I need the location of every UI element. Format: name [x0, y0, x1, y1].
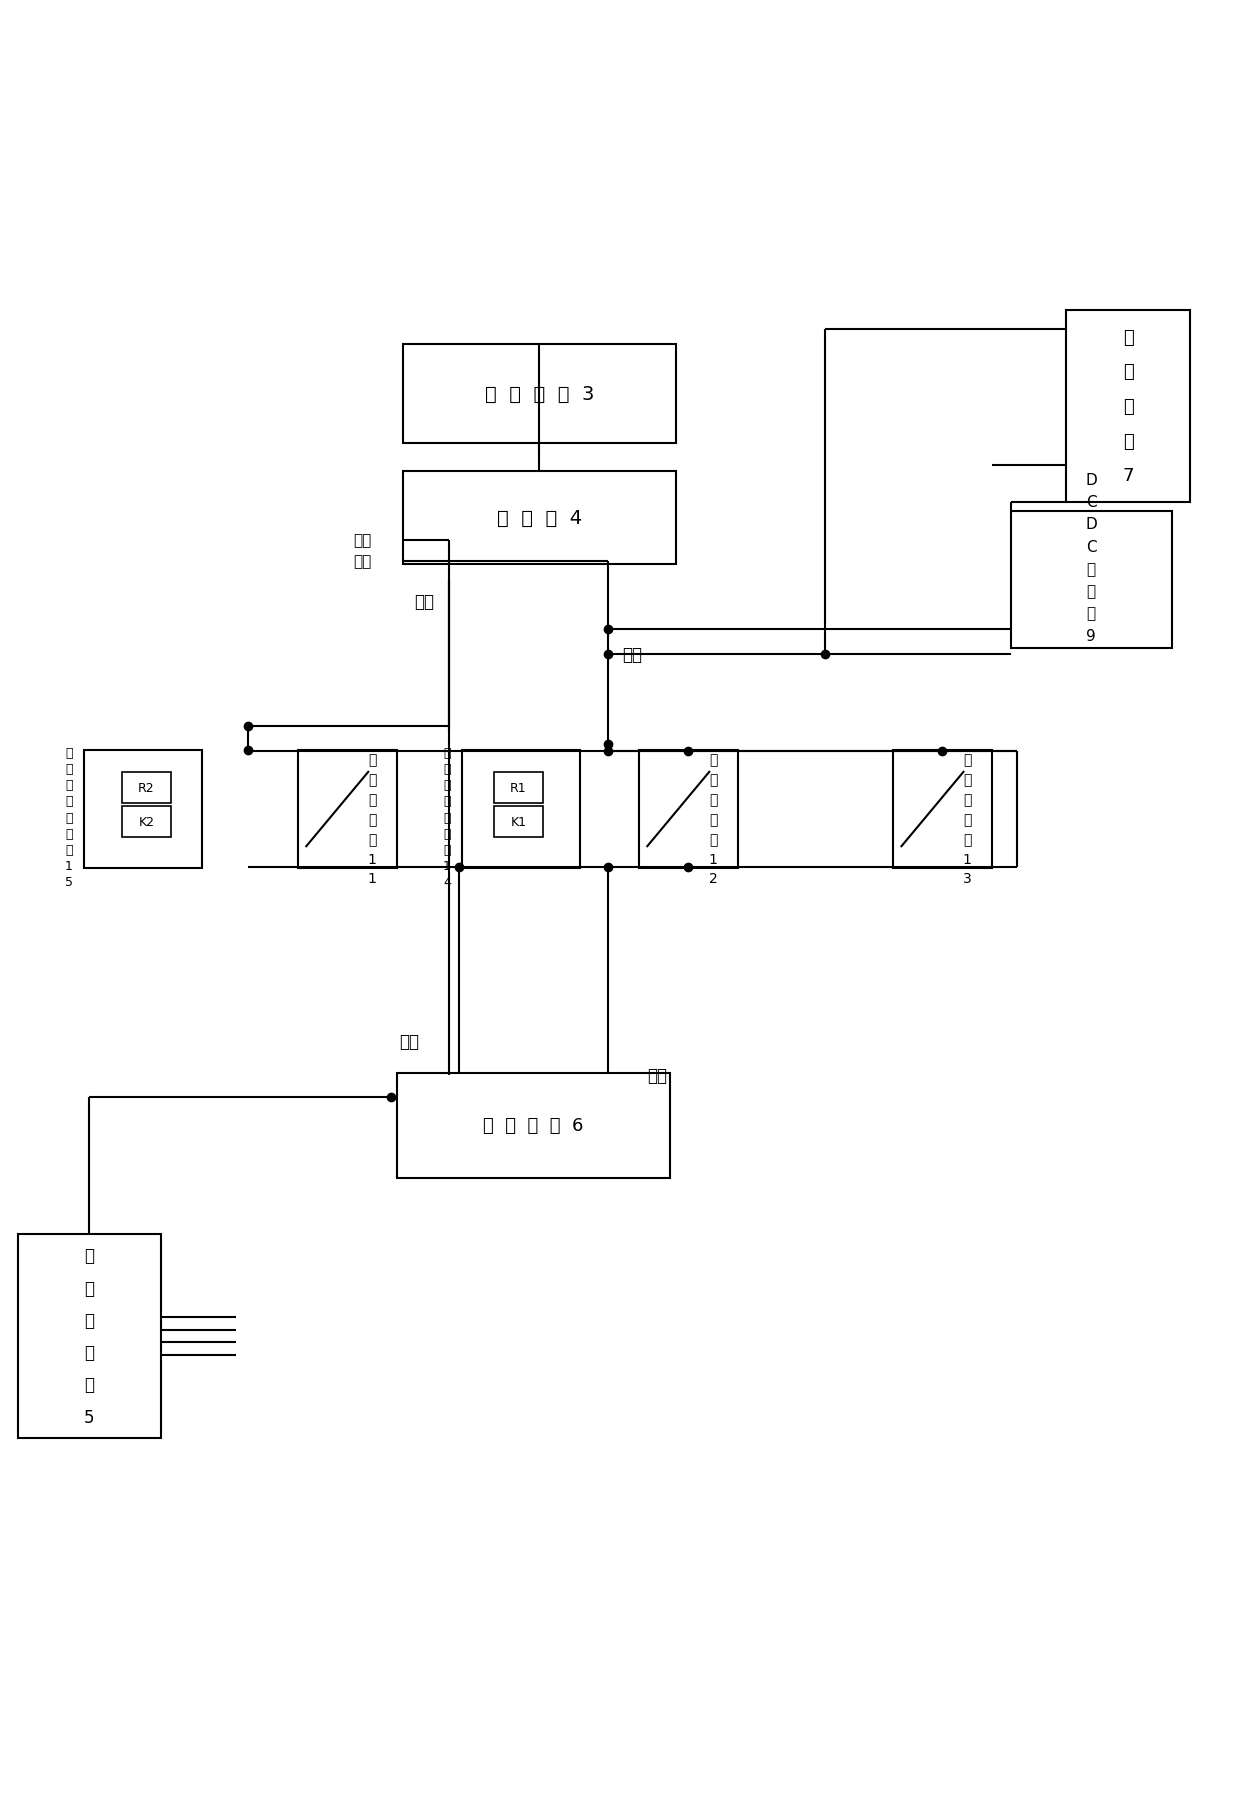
- Text: 1: 1: [367, 852, 377, 866]
- Text: 电: 电: [368, 773, 376, 787]
- Text: 二: 二: [64, 843, 73, 856]
- Text: K2: K2: [139, 816, 154, 828]
- Text: 1: 1: [708, 852, 718, 866]
- Text: 负极: 负极: [622, 646, 642, 664]
- Text: 主: 主: [963, 753, 971, 767]
- Bar: [397, 1072, 670, 1179]
- Text: 4: 4: [443, 875, 451, 888]
- Text: C: C: [1086, 495, 1096, 509]
- Text: 充: 充: [64, 794, 73, 809]
- Text: R1: R1: [510, 782, 527, 794]
- Text: 3: 3: [962, 872, 972, 886]
- Text: K1: K1: [511, 816, 526, 828]
- Text: 继: 继: [709, 792, 717, 807]
- Text: 池: 池: [84, 1280, 94, 1298]
- Text: 器: 器: [709, 832, 717, 847]
- Text: 5: 5: [84, 1408, 94, 1426]
- Text: 器: 器: [1086, 606, 1096, 621]
- Text: C: C: [1086, 540, 1096, 554]
- Bar: [403, 345, 676, 444]
- Text: 一: 一: [443, 843, 451, 856]
- Text: 1: 1: [962, 852, 972, 866]
- Text: 换: 换: [1086, 585, 1096, 599]
- Text: 元: 元: [1123, 433, 1133, 451]
- Text: 充: 充: [368, 753, 376, 767]
- Bar: [494, 773, 543, 803]
- Text: 1: 1: [443, 859, 451, 872]
- Text: 继: 继: [368, 792, 376, 807]
- Text: 加: 加: [1123, 329, 1133, 347]
- Text: 压: 压: [64, 764, 73, 776]
- Text: 充: 充: [443, 794, 451, 809]
- Text: 正: 正: [709, 773, 717, 787]
- Bar: [893, 751, 992, 868]
- Text: 器: 器: [963, 832, 971, 847]
- Text: 变: 变: [1086, 561, 1096, 576]
- Text: 元: 元: [443, 827, 451, 839]
- Text: 9: 9: [1086, 628, 1096, 644]
- Text: 正极: 正极: [353, 532, 372, 549]
- Bar: [122, 773, 171, 803]
- Text: 供  电  设  备  3: 供 电 设 备 3: [485, 384, 594, 404]
- Text: 元: 元: [64, 827, 73, 839]
- Bar: [298, 751, 397, 868]
- Text: 单: 单: [64, 810, 73, 825]
- Text: D: D: [1085, 516, 1097, 532]
- Text: 单: 单: [1123, 397, 1133, 415]
- Bar: [84, 751, 201, 868]
- Text: 负极: 负极: [353, 554, 372, 569]
- Text: 单: 单: [443, 810, 451, 825]
- Text: 电: 电: [368, 812, 376, 827]
- Text: 5: 5: [64, 875, 73, 888]
- Text: 压: 压: [443, 764, 451, 776]
- Text: D: D: [1085, 473, 1097, 487]
- Text: 电: 电: [64, 747, 73, 760]
- Text: 电: 电: [84, 1247, 94, 1265]
- Text: 预: 预: [64, 780, 73, 792]
- Text: 器: 器: [84, 1375, 94, 1393]
- Bar: [639, 751, 738, 868]
- Bar: [122, 807, 171, 838]
- Text: 动  力  电  池  6: 动 力 电 池 6: [484, 1117, 583, 1135]
- Text: 器: 器: [368, 832, 376, 847]
- Bar: [17, 1235, 161, 1439]
- Bar: [403, 471, 676, 565]
- Text: 7: 7: [1122, 467, 1135, 486]
- Text: 电: 电: [443, 747, 451, 760]
- Text: 理: 理: [84, 1343, 94, 1361]
- Text: 正极: 正极: [414, 592, 434, 610]
- Text: 正极: 正极: [399, 1032, 419, 1051]
- Text: 负: 负: [963, 773, 971, 787]
- Bar: [494, 807, 543, 838]
- Text: 1: 1: [367, 872, 377, 886]
- Bar: [1066, 310, 1190, 504]
- Text: 电: 电: [963, 812, 971, 827]
- Text: 预: 预: [443, 780, 451, 792]
- Bar: [461, 751, 580, 868]
- Text: 负极: 负极: [647, 1067, 667, 1085]
- Text: 1: 1: [64, 859, 73, 872]
- Text: R2: R2: [138, 782, 155, 794]
- Text: 管: 管: [84, 1310, 94, 1328]
- Text: 2: 2: [708, 872, 718, 886]
- Bar: [1011, 513, 1172, 648]
- Text: 继: 继: [963, 792, 971, 807]
- Text: 充  电  机  4: 充 电 机 4: [497, 509, 582, 527]
- Text: 主: 主: [709, 753, 717, 767]
- Text: 热: 热: [1123, 363, 1133, 381]
- Text: 电: 电: [709, 812, 717, 827]
